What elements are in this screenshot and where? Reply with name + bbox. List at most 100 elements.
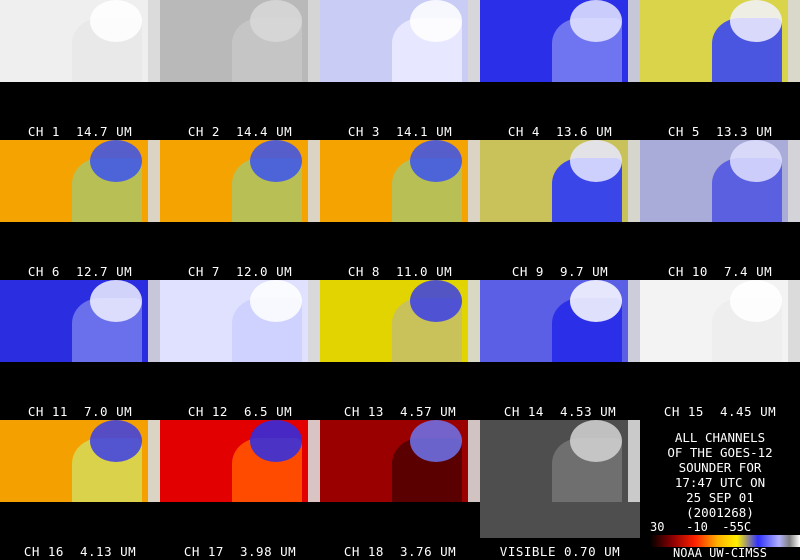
edge-shape bbox=[308, 280, 320, 362]
channel-label: CH 1 14.7 UM bbox=[27, 124, 133, 139]
edge-shape bbox=[308, 140, 320, 222]
channel-label: CH 5 13.3 UM bbox=[667, 124, 773, 139]
edge-shape bbox=[788, 140, 800, 222]
colorbar-labels: 30 -10 -55C bbox=[650, 520, 752, 534]
channel-image bbox=[320, 280, 480, 362]
edge-shape bbox=[148, 140, 160, 222]
channel-label: CH 3 14.1 UM bbox=[347, 124, 453, 139]
channel-image bbox=[320, 0, 480, 82]
channel-image bbox=[640, 140, 800, 222]
edge-shape bbox=[468, 140, 480, 222]
channel-image bbox=[320, 140, 480, 222]
channel-label: CH 8 11.0 UM bbox=[347, 264, 453, 279]
cloud-shape bbox=[570, 420, 622, 462]
cloud-shape bbox=[410, 140, 462, 182]
cloud-shape bbox=[730, 0, 782, 42]
channel-image bbox=[0, 140, 160, 222]
cloud-shape bbox=[90, 280, 142, 322]
info-text: ALL CHANNELS OF THE GOES-12 SOUNDER FOR … bbox=[667, 430, 773, 520]
cloud-shape bbox=[410, 280, 462, 322]
channel-label: CH 9 9.7 UM bbox=[511, 264, 609, 279]
cloud-shape bbox=[570, 140, 622, 182]
edge-shape bbox=[628, 280, 640, 362]
edge-shape bbox=[148, 0, 160, 82]
edge-shape bbox=[468, 0, 480, 82]
channel-cell: CH 17 3.98 UM bbox=[160, 420, 320, 560]
edge-shape bbox=[308, 0, 320, 82]
cloud-shape bbox=[90, 0, 142, 42]
channel-cell: CH 6 12.7 UM bbox=[0, 140, 160, 280]
channel-label: CH 17 3.98 UM bbox=[183, 544, 297, 559]
credit-text: NOAA UW-CIMSS bbox=[673, 546, 767, 560]
channel-image bbox=[0, 0, 160, 82]
channel-image bbox=[480, 420, 640, 538]
channel-image bbox=[160, 140, 320, 222]
channel-cell: CH 5 13.3 UM bbox=[640, 0, 800, 140]
channel-cell: CH 3 14.1 UM bbox=[320, 0, 480, 140]
channel-image bbox=[480, 140, 640, 222]
cloud-shape bbox=[250, 280, 302, 322]
channel-label: CH 7 12.0 UM bbox=[187, 264, 293, 279]
channel-label: CH 4 13.6 UM bbox=[507, 124, 613, 139]
channel-cell: CH 10 7.4 UM bbox=[640, 140, 800, 280]
edge-shape bbox=[468, 420, 480, 502]
cloud-shape bbox=[410, 0, 462, 42]
channel-label: CH 14 4.53 UM bbox=[503, 404, 617, 419]
channel-image bbox=[160, 420, 320, 502]
cloud-shape bbox=[570, 280, 622, 322]
channel-cell: CH 12 6.5 UM bbox=[160, 280, 320, 420]
cloud-shape bbox=[90, 420, 142, 462]
cloud-shape bbox=[250, 140, 302, 182]
cloud-shape bbox=[410, 420, 462, 462]
edge-shape bbox=[628, 420, 640, 502]
channel-image bbox=[640, 280, 800, 362]
channel-cell: CH 8 11.0 UM bbox=[320, 140, 480, 280]
cloud-shape bbox=[570, 0, 622, 42]
channel-image bbox=[480, 0, 640, 82]
channel-label: CH 11 7.0 UM bbox=[27, 404, 133, 419]
cloud-shape bbox=[250, 0, 302, 42]
channel-cell: CH 13 4.57 UM bbox=[320, 280, 480, 420]
channel-image bbox=[160, 0, 320, 82]
channel-label: CH 6 12.7 UM bbox=[27, 264, 133, 279]
edge-shape bbox=[628, 140, 640, 222]
edge-shape bbox=[148, 420, 160, 502]
cloud-shape bbox=[730, 280, 782, 322]
channel-cell: CH 7 12.0 UM bbox=[160, 140, 320, 280]
cloud-shape bbox=[250, 420, 302, 462]
colorbar bbox=[650, 535, 800, 547]
edge-shape bbox=[788, 280, 800, 362]
channel-label: VISIBLE 0.70 UM bbox=[499, 544, 621, 559]
channel-cell: CH 2 14.4 UM bbox=[160, 0, 320, 140]
channel-label: CH 10 7.4 UM bbox=[667, 264, 773, 279]
channel-label: CH 15 4.45 UM bbox=[663, 404, 777, 419]
edge-shape bbox=[468, 280, 480, 362]
channel-label: CH 12 6.5 UM bbox=[187, 404, 293, 419]
channel-label: CH 18 3.76 UM bbox=[343, 544, 457, 559]
info-panel: ALL CHANNELS OF THE GOES-12 SOUNDER FOR … bbox=[640, 420, 800, 560]
channel-image bbox=[0, 420, 160, 502]
channel-cell: CH 16 4.13 UM bbox=[0, 420, 160, 560]
channel-label: CH 13 4.57 UM bbox=[343, 404, 457, 419]
channel-cell: CH 9 9.7 UM bbox=[480, 140, 640, 280]
channel-image bbox=[480, 280, 640, 362]
cloud-shape bbox=[90, 140, 142, 182]
channel-cell: CH 18 3.76 UM bbox=[320, 420, 480, 560]
edge-shape bbox=[788, 0, 800, 82]
edge-shape bbox=[148, 280, 160, 362]
channel-image bbox=[320, 420, 480, 502]
channel-image bbox=[160, 280, 320, 362]
cloud-shape bbox=[730, 140, 782, 182]
channel-cell: CH 15 4.45 UM bbox=[640, 280, 800, 420]
channel-cell: CH 11 7.0 UM bbox=[0, 280, 160, 420]
edge-shape bbox=[308, 420, 320, 502]
channel-cell: CH 14 4.53 UM bbox=[480, 280, 640, 420]
channel-cell: VISIBLE 0.70 UM bbox=[480, 420, 640, 560]
channel-image bbox=[0, 280, 160, 362]
channel-label: CH 16 4.13 UM bbox=[23, 544, 137, 559]
edge-shape bbox=[628, 0, 640, 82]
channel-cell: CH 4 13.6 UM bbox=[480, 0, 640, 140]
channel-image bbox=[640, 0, 800, 82]
channel-cell: CH 1 14.7 UM bbox=[0, 0, 160, 140]
